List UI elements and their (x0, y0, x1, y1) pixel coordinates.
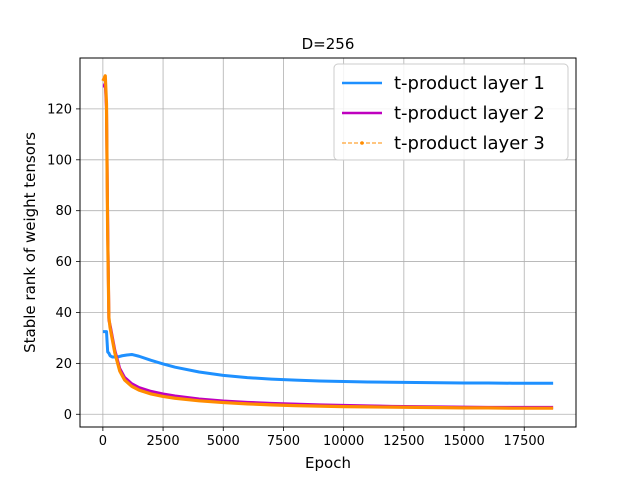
x-tick-label: 0 (99, 434, 107, 449)
legend-label-1: t-product layer 1 (394, 73, 545, 94)
series-line-1 (102, 330, 554, 385)
y-tick-label: 60 (55, 255, 72, 270)
y-tick-label: 40 (55, 306, 72, 321)
y-tick-label: 120 (47, 102, 72, 117)
x-tick-label: 10000 (323, 434, 364, 449)
legend-label-3: t-product layer 3 (394, 133, 545, 154)
x-tick-label: 17500 (504, 434, 545, 449)
series-line-3 (101, 74, 554, 410)
y-tick-label: 0 (64, 408, 72, 423)
ticks: 0 2500 5000 7500 10000 12500 15000 17500 0 20 40 60… (47, 102, 545, 449)
legend-label-2: t-product layer 2 (394, 103, 545, 124)
x-tick-label: 15000 (443, 434, 484, 449)
chart-title: D=256 (302, 35, 355, 53)
series-group (101, 74, 554, 410)
y-tick-label: 80 (55, 204, 72, 219)
x-tick-label: 12500 (383, 434, 424, 449)
y-axis-label: Stable rank of weight tensors (21, 132, 39, 353)
y-tick-label: 20 (55, 357, 72, 372)
plot-frame (79, 57, 577, 428)
x-axis-label: Epoch (305, 454, 351, 472)
x-tick-label: 2500 (147, 434, 180, 449)
x-tick-label: 7500 (267, 434, 300, 449)
x-tick-label: 5000 (207, 434, 240, 449)
legend-marker-3 (360, 141, 364, 145)
legend: t-product layer 1 t-product layer 2 t-prod… (333, 63, 569, 161)
legend-box (333, 63, 569, 161)
y-tick-label: 100 (47, 153, 72, 168)
